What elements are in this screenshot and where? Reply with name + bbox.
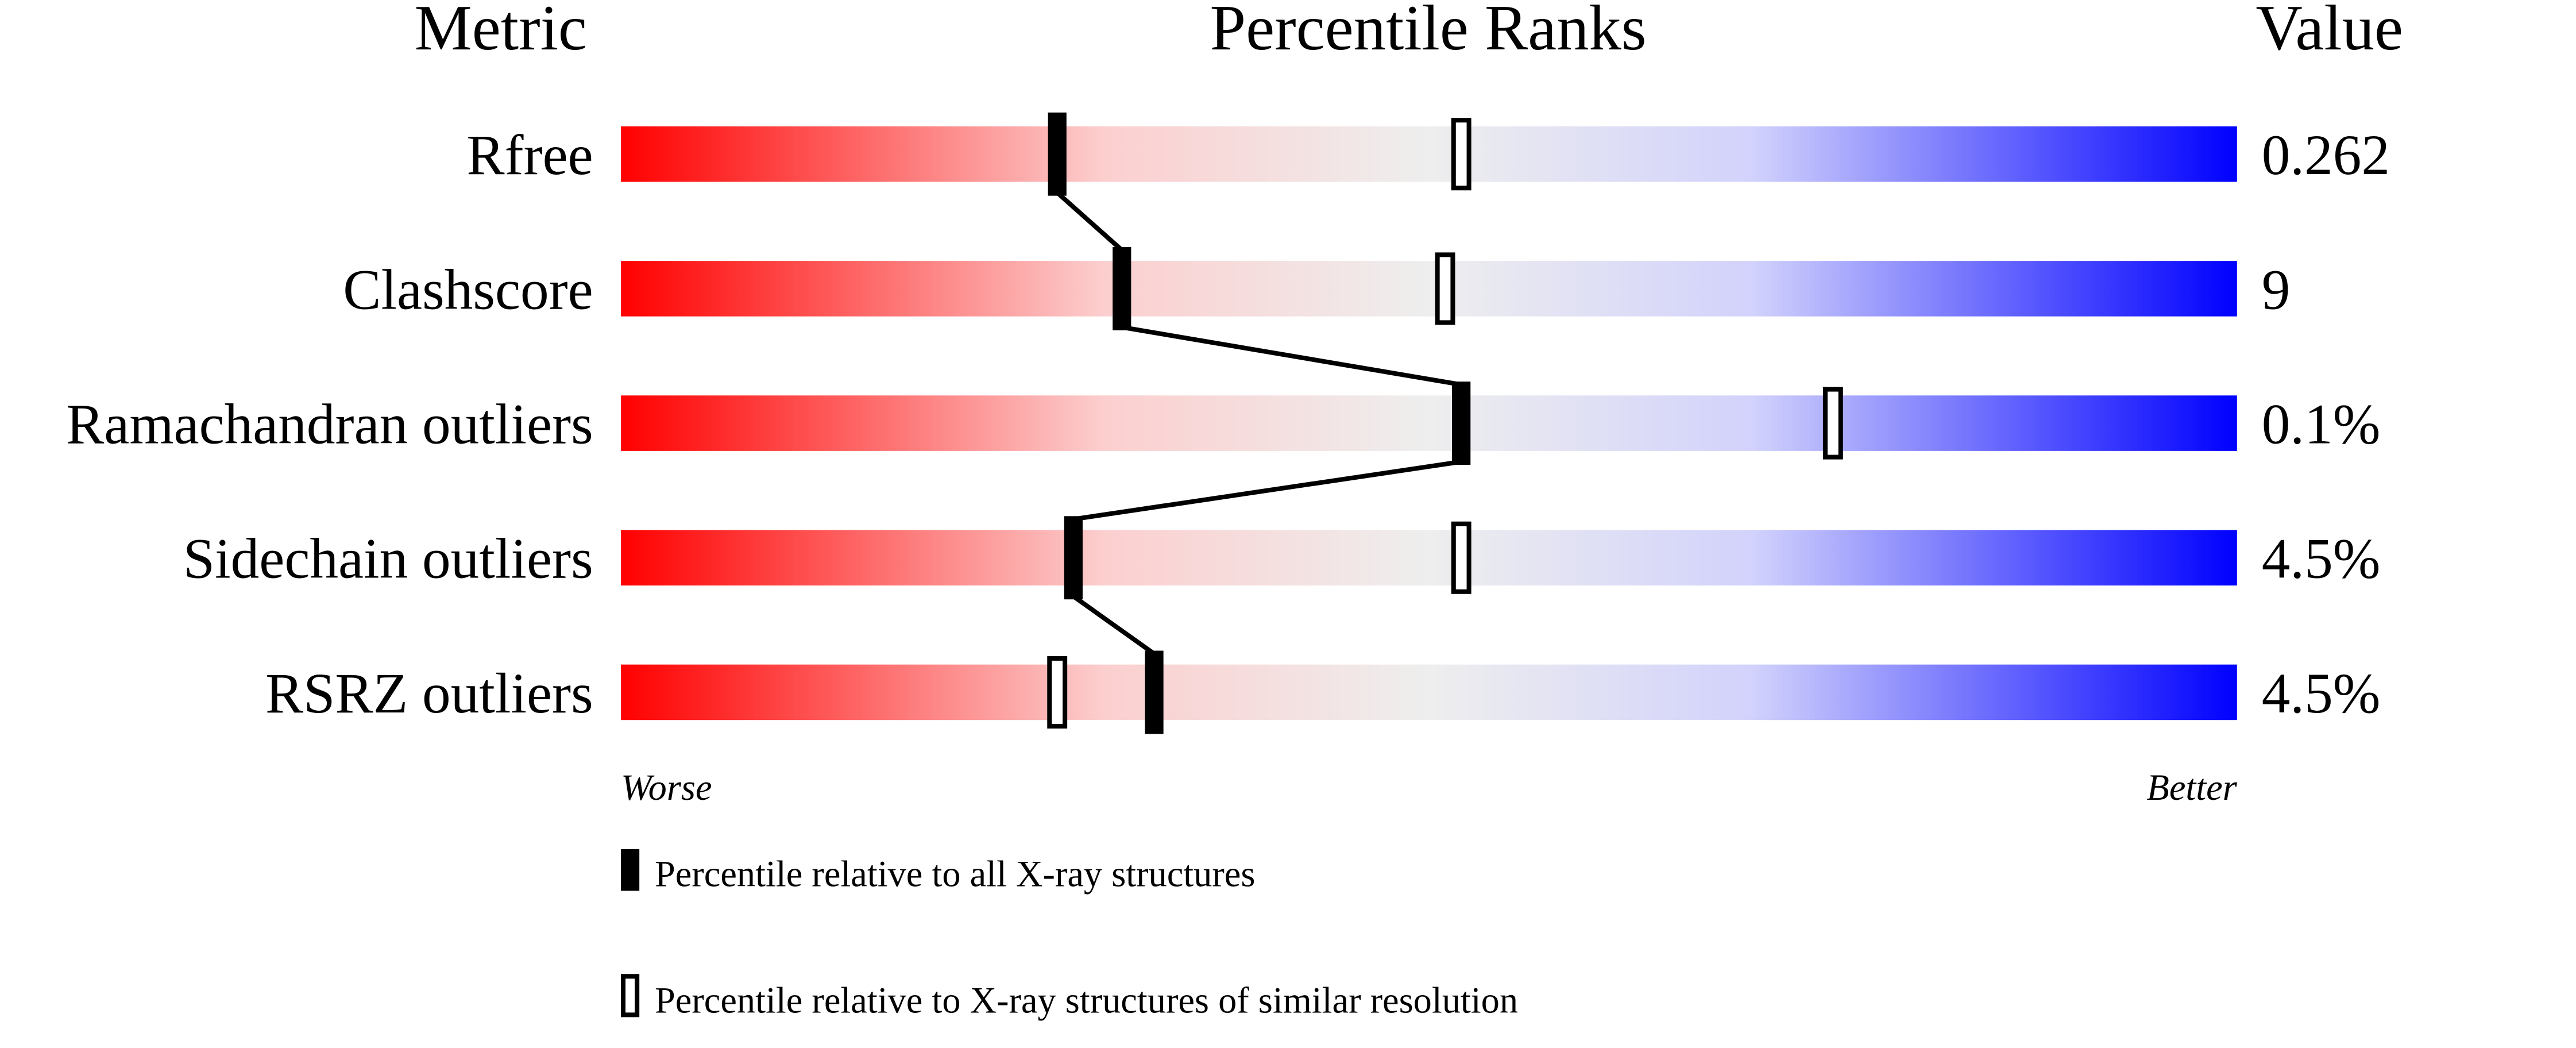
all-structures-marker [1113,246,1131,330]
all-structures-marker [1452,382,1471,465]
similar-resolution-marker [1047,656,1068,729]
percentile-bar [620,126,2237,182]
percentile-bar [620,664,2237,720]
metric-label: Clashscore [343,259,593,321]
similar-resolution-marker [1435,252,1455,325]
metric-label: RSRZ outliers [265,662,593,725]
metric-value: 0.1% [2262,393,2381,456]
percentile-bar [620,530,2237,586]
percentile-bar [620,261,2237,317]
metric-label: Ramachandran outliers [66,393,593,456]
legend-all-label: Percentile relative to all X-ray structu… [655,853,1255,894]
worse-label: Worse [621,767,712,808]
metric-label: Rfree [466,124,593,187]
better-label: Better [2147,767,2238,808]
legend-similar-marker [620,974,640,1018]
percentile-bar [620,395,2237,451]
metric-label: Sidechain outliers [183,528,593,591]
legend-all-marker [620,849,640,891]
all-structures-marker [1145,650,1164,734]
similar-resolution-marker [1451,521,1472,594]
all-structures-marker [1064,516,1083,600]
header-value: Value [2256,0,2403,64]
all-structures-marker [1048,112,1067,196]
metric-value: 4.5% [2262,528,2381,591]
metric-value: 0.262 [2262,124,2390,187]
similar-resolution-marker [1822,387,1843,460]
legend-similar-label: Percentile relative to X-ray structures … [655,980,1518,1020]
metric-value: 9 [2262,259,2291,321]
similar-resolution-marker [1451,118,1472,191]
header-percentile-ranks: Percentile Ranks [1210,0,1646,64]
header-metric: Metric [415,0,587,64]
metric-value: 4.5% [2262,662,2381,725]
rows: Rfree 0.262 Clashscore 9 Ramachandran outlie… [66,124,2390,725]
markers [1047,112,1843,734]
